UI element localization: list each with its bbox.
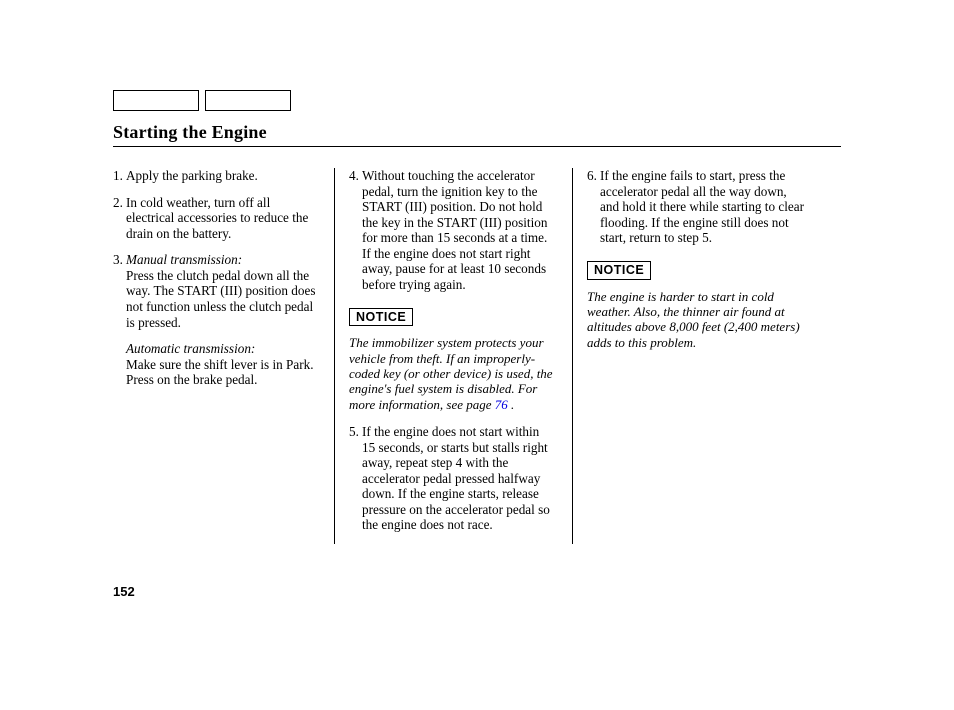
automatic-transmission-label: Automatic transmission: (126, 341, 255, 356)
column-1: 1. Apply the parking brake. 2. In cold w… (113, 168, 335, 544)
column-3: 6. If the engine fails to start, press t… (573, 168, 805, 358)
header-placeholder-boxes (113, 90, 291, 111)
page-reference-link[interactable]: 76 (495, 397, 508, 412)
notice-label: NOTICE (349, 308, 413, 327)
step-3-automatic: Automatic transmission: Make sure the sh… (126, 341, 316, 388)
title-rule: Starting the Engine (113, 122, 841, 147)
notice-text-post: . (508, 397, 515, 412)
notice-block: NOTICE (349, 304, 554, 336)
step-number: 3. (113, 252, 123, 268)
step-3: 3. Manual transmission: Press the clutch… (113, 252, 316, 388)
step-5: 5. If the engine does not start within 1… (349, 424, 554, 533)
step-number: 4. (349, 168, 359, 184)
page-number: 152 (113, 584, 135, 599)
step-4: 4. Without touching the accelerator peda… (349, 168, 554, 293)
header-box-1 (113, 90, 199, 111)
step-number: 6. (587, 168, 597, 184)
step-6: 6. If the engine fails to start, press t… (587, 168, 805, 246)
immobilizer-notice: The immobilizer system protects your veh… (349, 335, 554, 412)
content-columns: 1. Apply the parking brake. 2. In cold w… (113, 168, 841, 544)
header-box-2 (205, 90, 291, 111)
step-text: If the engine fails to start, press the … (600, 168, 805, 246)
notice-text-pre: The immobilizer system protects your veh… (349, 335, 553, 411)
cold-weather-notice: The engine is harder to start in cold we… (587, 289, 805, 350)
automatic-transmission-text: Make sure the shift lever is in Park. Pr… (126, 357, 314, 388)
step-3-manual: Manual transmission: Press the clutch pe… (126, 252, 316, 330)
column-2: 4. Without touching the accelerator peda… (335, 168, 573, 544)
step-text: Without touching the accelerator pedal, … (362, 168, 554, 293)
manual-transmission-text: Press the clutch pedal down all the way.… (126, 268, 315, 330)
step-text: If the engine does not start within 15 s… (362, 424, 554, 533)
manual-transmission-label: Manual transmission: (126, 252, 242, 267)
step-text: Apply the parking brake. (126, 168, 316, 184)
step-2: 2. In cold weather, turn off all electri… (113, 195, 316, 242)
step-text: In cold weather, turn off all electrical… (126, 195, 316, 242)
page-title: Starting the Engine (113, 122, 267, 142)
step-1: 1. Apply the parking brake. (113, 168, 316, 184)
step-number: 2. (113, 195, 123, 211)
step-number: 1. (113, 168, 123, 184)
step-number: 5. (349, 424, 359, 440)
notice-block: NOTICE (587, 257, 805, 289)
notice-label: NOTICE (587, 261, 651, 280)
manual-page: Starting the Engine 1. Apply the parking… (0, 0, 954, 710)
